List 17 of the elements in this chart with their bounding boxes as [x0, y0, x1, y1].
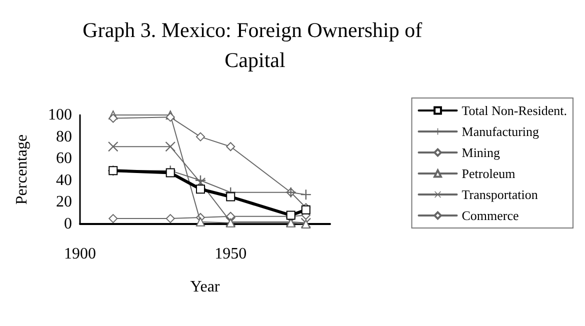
legend-label: Transportation	[462, 187, 538, 202]
legend-label: Petroleum	[462, 166, 516, 181]
y-tick-label: 60	[56, 150, 72, 168]
y-tick-label: 80	[56, 128, 72, 146]
legend-label: Commerce	[462, 208, 520, 223]
y-tick-label: 0	[64, 216, 72, 232]
legend-label: Total Non-Resident.	[462, 103, 568, 118]
legend-label: Mining	[462, 145, 501, 160]
y-tick-label: 20	[56, 194, 72, 211]
x-tick-label: 1900	[64, 246, 96, 262]
y-tick-label: 100	[48, 106, 72, 124]
x-tick-label: 1950	[214, 246, 247, 262]
y-tick-label: 40	[56, 172, 72, 189]
x-axis-title: Year	[190, 278, 220, 296]
y-axis-title: Percentage	[14, 134, 30, 205]
legend-label: Manufacturing	[462, 124, 540, 139]
chart-title: Graph 3. Mexico: Foreign Ownership of Capital	[82, 18, 428, 72]
